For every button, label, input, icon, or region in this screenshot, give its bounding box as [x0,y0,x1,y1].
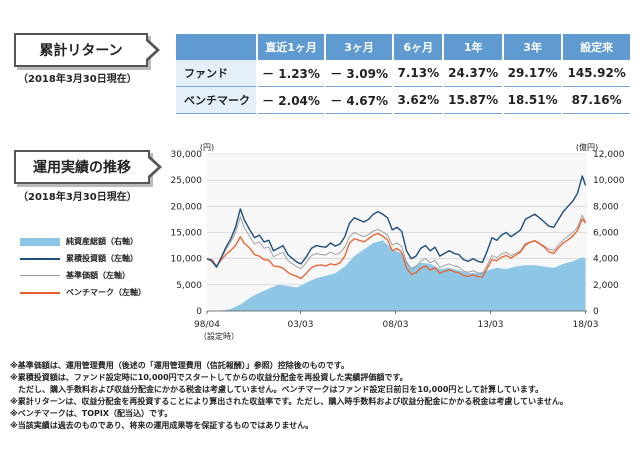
corner-cell [176,34,258,60]
legend-swatch-base [20,275,60,276]
series-benchmark-line [206,218,587,280]
value-cell: 18.51% [502,86,564,114]
value-cell: 145.92% [562,60,632,87]
legend-label: 基準価額（左軸） [66,271,130,280]
footnote: ただし、購入手数料および収益分配金にかかる税金は考慮していません。ベンチマークは… [10,385,544,394]
left-tick-label: 5,000 [176,281,202,291]
performance-title-box: 運用実績の推移 [14,150,162,184]
legend-item-reinvested: 累積投資額（左軸） [20,250,146,267]
x-tick-label: 98/04 [194,320,220,330]
legend-swatch-reinvested [20,257,60,260]
legend-label: ベンチマーク（左軸） [66,288,146,297]
value-cell: 29.17% [502,60,564,87]
returns-header-row: 直近1ヶ月 3ヶ月 6ヶ月 1年 3年 設定来 [176,34,632,60]
left-unit-label: (円) [200,143,214,152]
left-tick-label: 0 [196,307,202,317]
legend-label: 純資産総額（右軸） [66,237,138,246]
left-tick-label: 10,000 [171,255,203,265]
performance-title: 運用実績の推移 [33,160,131,176]
legend-label: 累積投資額（左軸） [66,254,138,263]
x-tick-label: 13/03 [478,320,504,330]
table-row: ベンチマーク － 2.04% － 4.67% 3.62% 15.87% 18.5… [176,86,632,114]
footnotes: ※基準価額は、運用管理費用（後述の「運用管理費用（信託報酬）」参照）控除後のもの… [10,360,568,432]
returns-table: 直近1ヶ月 3ヶ月 6ヶ月 1年 3年 設定来 ファンド － 1.23% － 3… [176,34,632,114]
arrow-icon [146,39,160,61]
value-cell: 15.87% [443,86,504,114]
left-tick-label: 30,000 [171,150,203,160]
header-cell: 6ヶ月 [393,34,445,60]
returns-title: 累計リターン [39,43,123,59]
left-tick-label: 20,000 [171,202,203,212]
header-cell: 1年 [443,34,504,60]
legend-swatch-nav [20,237,60,246]
x-tick-label: 03/03 [288,320,314,330]
header-cell: 3年 [502,34,564,60]
performance-asof: （2018年3月30日現在） [18,192,137,203]
right-tick-label: 0 [593,307,599,317]
legend-item-nav: 純資産総額（右軸） [20,233,146,250]
footnote: ※累計リターンは、収益分配金を再投資することにより算出された収益率です。ただし、… [10,397,568,406]
x-tick-label: 18/03 [573,320,599,330]
value-cell: 87.16% [562,86,632,114]
series-nav-area [207,240,586,311]
series-reinvested-line [206,175,587,268]
chart-legend: 純資産総額（右軸） 累積投資額（左軸） 基準価額（左軸） ベンチマーク（左軸） [20,233,146,301]
legend-item-benchmark: ベンチマーク（左軸） [20,284,146,301]
legend-swatch-benchmark [20,291,60,294]
right-unit-label: (億円) [576,142,598,152]
x-tick-sublabel: （設定時） [199,331,239,341]
right-tick-label: 12,000 [593,150,625,160]
footnote: ※累積投資額は、ファンド設定時に10,000円でスタートしてからの収益分配金を再… [10,373,408,382]
x-tick-label: 08/03 [383,320,409,330]
table-row: ファンド － 1.23% － 3.09% 7.13% 24.37% 29.17%… [176,60,632,87]
header-cell: 直近1ヶ月 [257,34,327,60]
value-cell: 7.13% [393,60,445,87]
header-cell: 3ヶ月 [325,34,395,60]
right-tick-label: 2,000 [593,281,619,291]
right-tick-label: 10,000 [593,176,625,186]
value-cell: － 1.23% [257,60,327,87]
right-tick-label: 8,000 [593,202,619,212]
returns-title-box: 累計リターン [14,33,160,67]
footnote: ※ベンチマークは、TOPIX（配当込）です。 [10,409,173,418]
footnote: ※当該実績は過去のものであり、将来の運用成果等を保証するものではありません。 [10,421,314,430]
right-tick-label: 6,000 [593,229,619,239]
value-cell: － 4.67% [325,86,395,114]
series-base-line [206,214,586,275]
left-tick-label: 25,000 [171,176,203,186]
arrow-icon [148,156,162,178]
left-tick-label: 15,000 [171,229,203,239]
value-cell: 3.62% [393,86,445,114]
legend-item-base: 基準価額（左軸） [20,267,146,284]
footnote: ※基準価額は、運用管理費用（後述の「運用管理費用（信託報酬）」参照）控除後のもの… [10,361,349,370]
returns-asof: （2018年3月30日現在） [18,74,137,85]
right-tick-label: 4,000 [593,255,619,265]
row-label-fund: ファンド [176,60,258,87]
value-cell: － 3.09% [325,60,395,87]
value-cell: 24.37% [443,60,504,87]
header-cell: 設定来 [562,34,632,60]
performance-chart: 0 0 5,000 2,000 10,000 4,000 15,000 6,000 20,000… [171,142,625,341]
row-label-benchmark: ベンチマーク [176,86,258,114]
value-cell: － 2.04% [257,86,327,114]
